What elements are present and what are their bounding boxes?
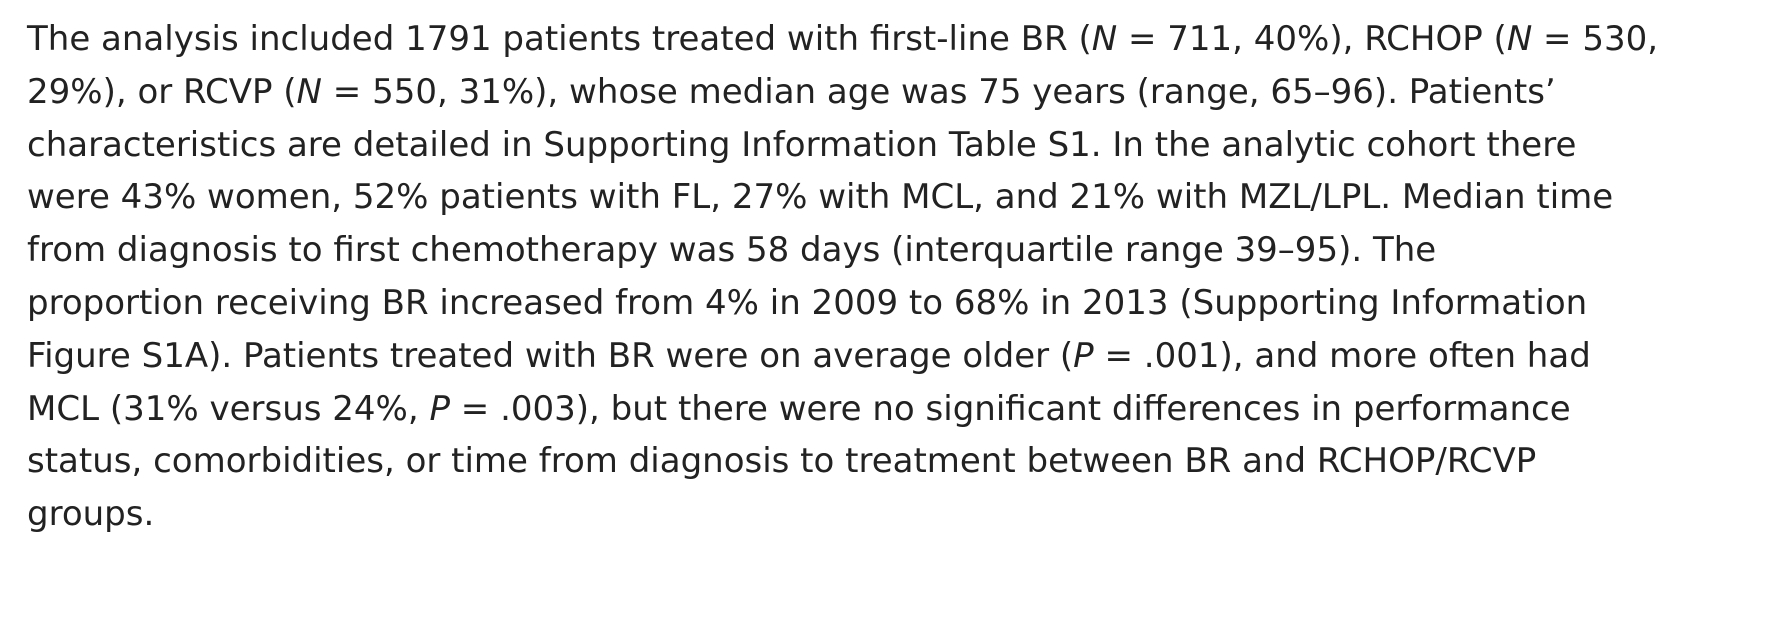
paragraph-line-6: proportion receiving BR increased from 4…	[27, 277, 1747, 330]
paragraph-line-9: status, comorbidities, or time from diag…	[27, 435, 1747, 488]
text-segment: = 550, 31%), whose median age was 75 yea…	[321, 71, 1556, 112]
text-segment: = 530,	[1532, 19, 1659, 59]
text-segment: MCL (31% versus 24%,	[27, 388, 430, 429]
paragraph-line-3: characteristics are detailed in Supporti…	[27, 119, 1747, 172]
body-paragraph: The analysis included 1791 patients trea…	[27, 13, 1747, 541]
text-segment: = .003), but there were no significant d…	[449, 388, 1571, 429]
text-segment: status, comorbidities, or time from diag…	[27, 441, 1537, 482]
italic-variable: P	[429, 388, 450, 429]
text-segment: groups.	[27, 494, 155, 535]
text-segment: were 43% women, 52% patients with FL, 27…	[27, 177, 1614, 218]
text-segment: proportion receiving BR increased from 4…	[27, 282, 1588, 323]
italic-variable: N	[1091, 19, 1118, 59]
text-segment: = .001), and more often had	[1093, 335, 1591, 376]
text-segment: characteristics are detailed in Supporti…	[27, 124, 1577, 165]
text-segment: = 711, 40%), RCHOP (	[1117, 19, 1507, 59]
italic-variable: P	[1073, 335, 1094, 376]
paragraph-line-1: The analysis included 1791 patients trea…	[27, 13, 1747, 66]
paragraph-line-4: were 43% women, 52% patients with FL, 27…	[27, 171, 1747, 224]
text-segment: The analysis included 1791 patients trea…	[27, 19, 1092, 59]
paragraph-line-5: from diagnosis to first chemotherapy was…	[27, 224, 1747, 277]
text-segment: 29%), or RCVP (	[27, 71, 297, 112]
paragraph-line-2: 29%), or RCVP (N = 550, 31%), whose medi…	[27, 66, 1747, 119]
paragraph-line-8: MCL (31% versus 24%, P = .003), but ther…	[27, 383, 1747, 436]
italic-variable: N	[1506, 19, 1533, 59]
italic-variable: N	[296, 71, 322, 112]
text-segment: Figure S1A). Patients treated with BR we…	[27, 335, 1074, 376]
paragraph-line-7: Figure S1A). Patients treated with BR we…	[27, 330, 1747, 383]
paragraph-line-10: groups.	[27, 488, 1747, 541]
text-segment: from diagnosis to first chemotherapy was…	[27, 230, 1437, 271]
